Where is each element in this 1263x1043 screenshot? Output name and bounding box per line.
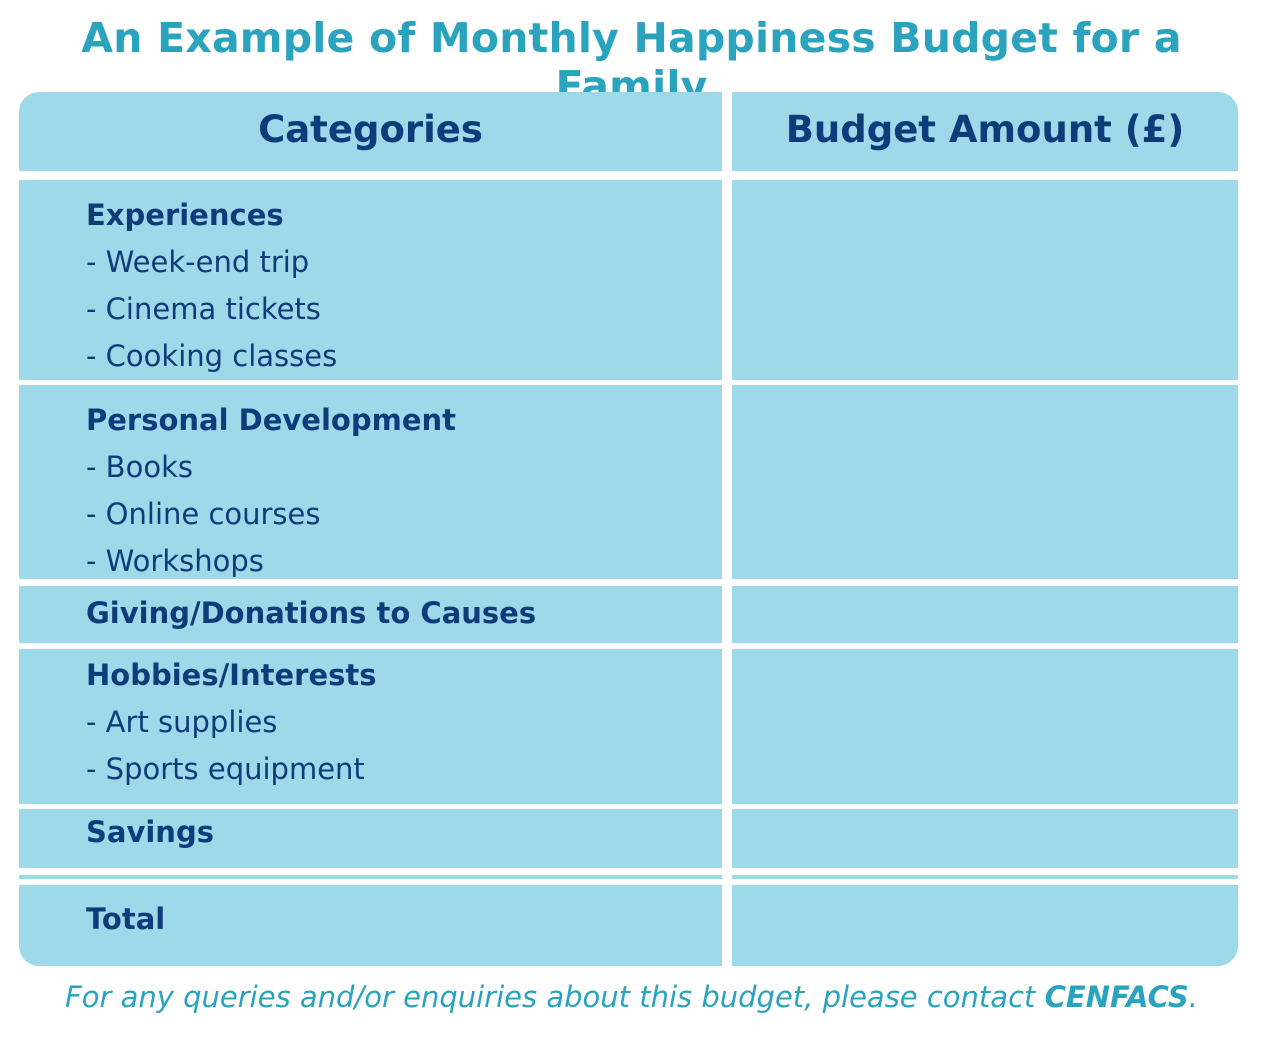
category-item: - Sports equipment [86,752,365,786]
page-title: An Example of Monthly Happiness Budget f… [81,14,1182,110]
header-budget-amount: Budget Amount (£) [732,92,1238,171]
spacer-row-amount [732,875,1238,879]
table-row: Experiences - Week-end trip - Cinema tic… [19,180,722,380]
header-categories-label: Categories [258,108,483,151]
category-item: - Week-end trip [86,245,310,279]
category-item: - Books [86,450,193,484]
category-item: - Cinema tickets [86,292,321,326]
footer-end: . [1188,980,1198,1014]
table-row: Personal Development - Books - Online co… [19,385,722,579]
category-item: - Online courses [86,497,321,531]
category-item: - Art supplies [86,705,278,739]
category-heading: Experiences [86,198,284,232]
category-heading: Personal Development [86,403,456,437]
total-amount-cell[interactable] [732,885,1238,966]
footer-text: For any queries and/or enquiries about t… [65,980,1045,1014]
contact-name[interactable]: CENFACS [1044,980,1189,1014]
category-heading: Savings [86,815,214,849]
budget-amount-cell[interactable] [732,809,1238,868]
budget-table: Categories Budget Amount (£) Experiences… [19,92,1238,966]
spacer-row [19,875,722,879]
total-row: Total [19,885,722,966]
header-budget-amount-label: Budget Amount (£) [785,108,1185,151]
category-heading: Hobbies/Interests [86,658,377,692]
budget-amount-cell[interactable] [732,586,1238,643]
table-row: Hobbies/Interests - Art supplies - Sport… [19,649,722,804]
budget-amount-cell[interactable] [732,385,1238,579]
footer-note: For any queries and/or enquiries about t… [0,980,1263,1014]
table-row: Giving/Donations to Causes [19,586,722,643]
total-label: Total [86,902,166,936]
budget-amount-cell[interactable] [732,649,1238,804]
category-item: - Workshops [86,544,264,578]
budget-amount-cell[interactable] [732,180,1238,380]
header-categories: Categories [19,92,722,171]
table-row: Savings [19,809,722,868]
category-heading: Giving/Donations to Causes [86,596,537,630]
category-item: - Cooking classes [86,339,338,373]
